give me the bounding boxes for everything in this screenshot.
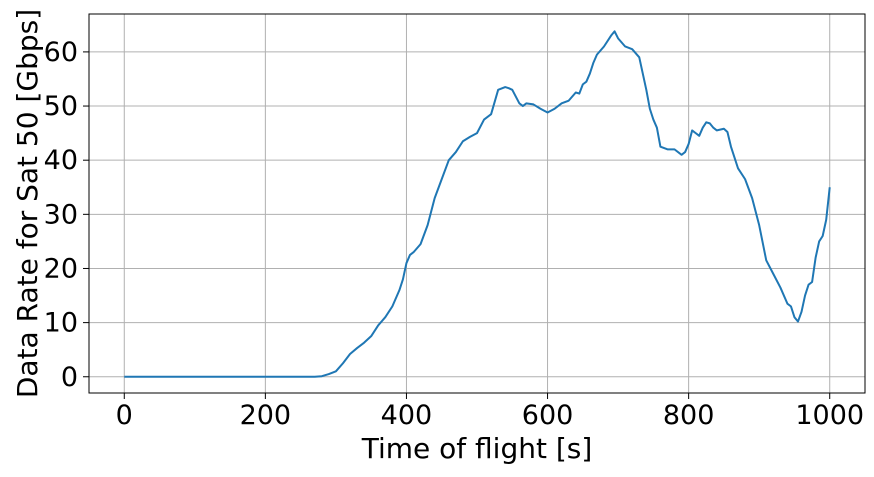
y-tick-label: 40	[44, 145, 78, 176]
y-axis-label: Data Rate for Sat 50 [Gbps]	[11, 9, 44, 398]
x-tick-label: 400	[381, 400, 433, 431]
y-tick-label: 20	[44, 253, 78, 284]
grid-lines	[89, 14, 865, 393]
x-tick-label: 600	[522, 400, 574, 431]
series-line	[124, 30, 831, 378]
data-series	[124, 30, 831, 378]
x-axis-label: Time of flight [s]	[361, 432, 593, 465]
x-axis-ticks: 0 200 400 600 800 1000	[116, 393, 864, 431]
x-tick-label: 200	[240, 400, 292, 431]
x-tick-label: 1000	[795, 400, 864, 431]
y-tick-label: 10	[44, 308, 78, 339]
y-tick-label: 50	[44, 91, 78, 122]
y-axis-ticks: 0 10 20 30 40 50 60	[44, 37, 89, 393]
x-tick-label: 0	[116, 400, 133, 431]
plot-frame	[88, 13, 866, 394]
y-tick-label: 0	[61, 362, 78, 393]
y-tick-label: 30	[44, 199, 78, 230]
x-tick-label: 800	[663, 400, 715, 431]
y-tick-label: 60	[44, 37, 78, 68]
